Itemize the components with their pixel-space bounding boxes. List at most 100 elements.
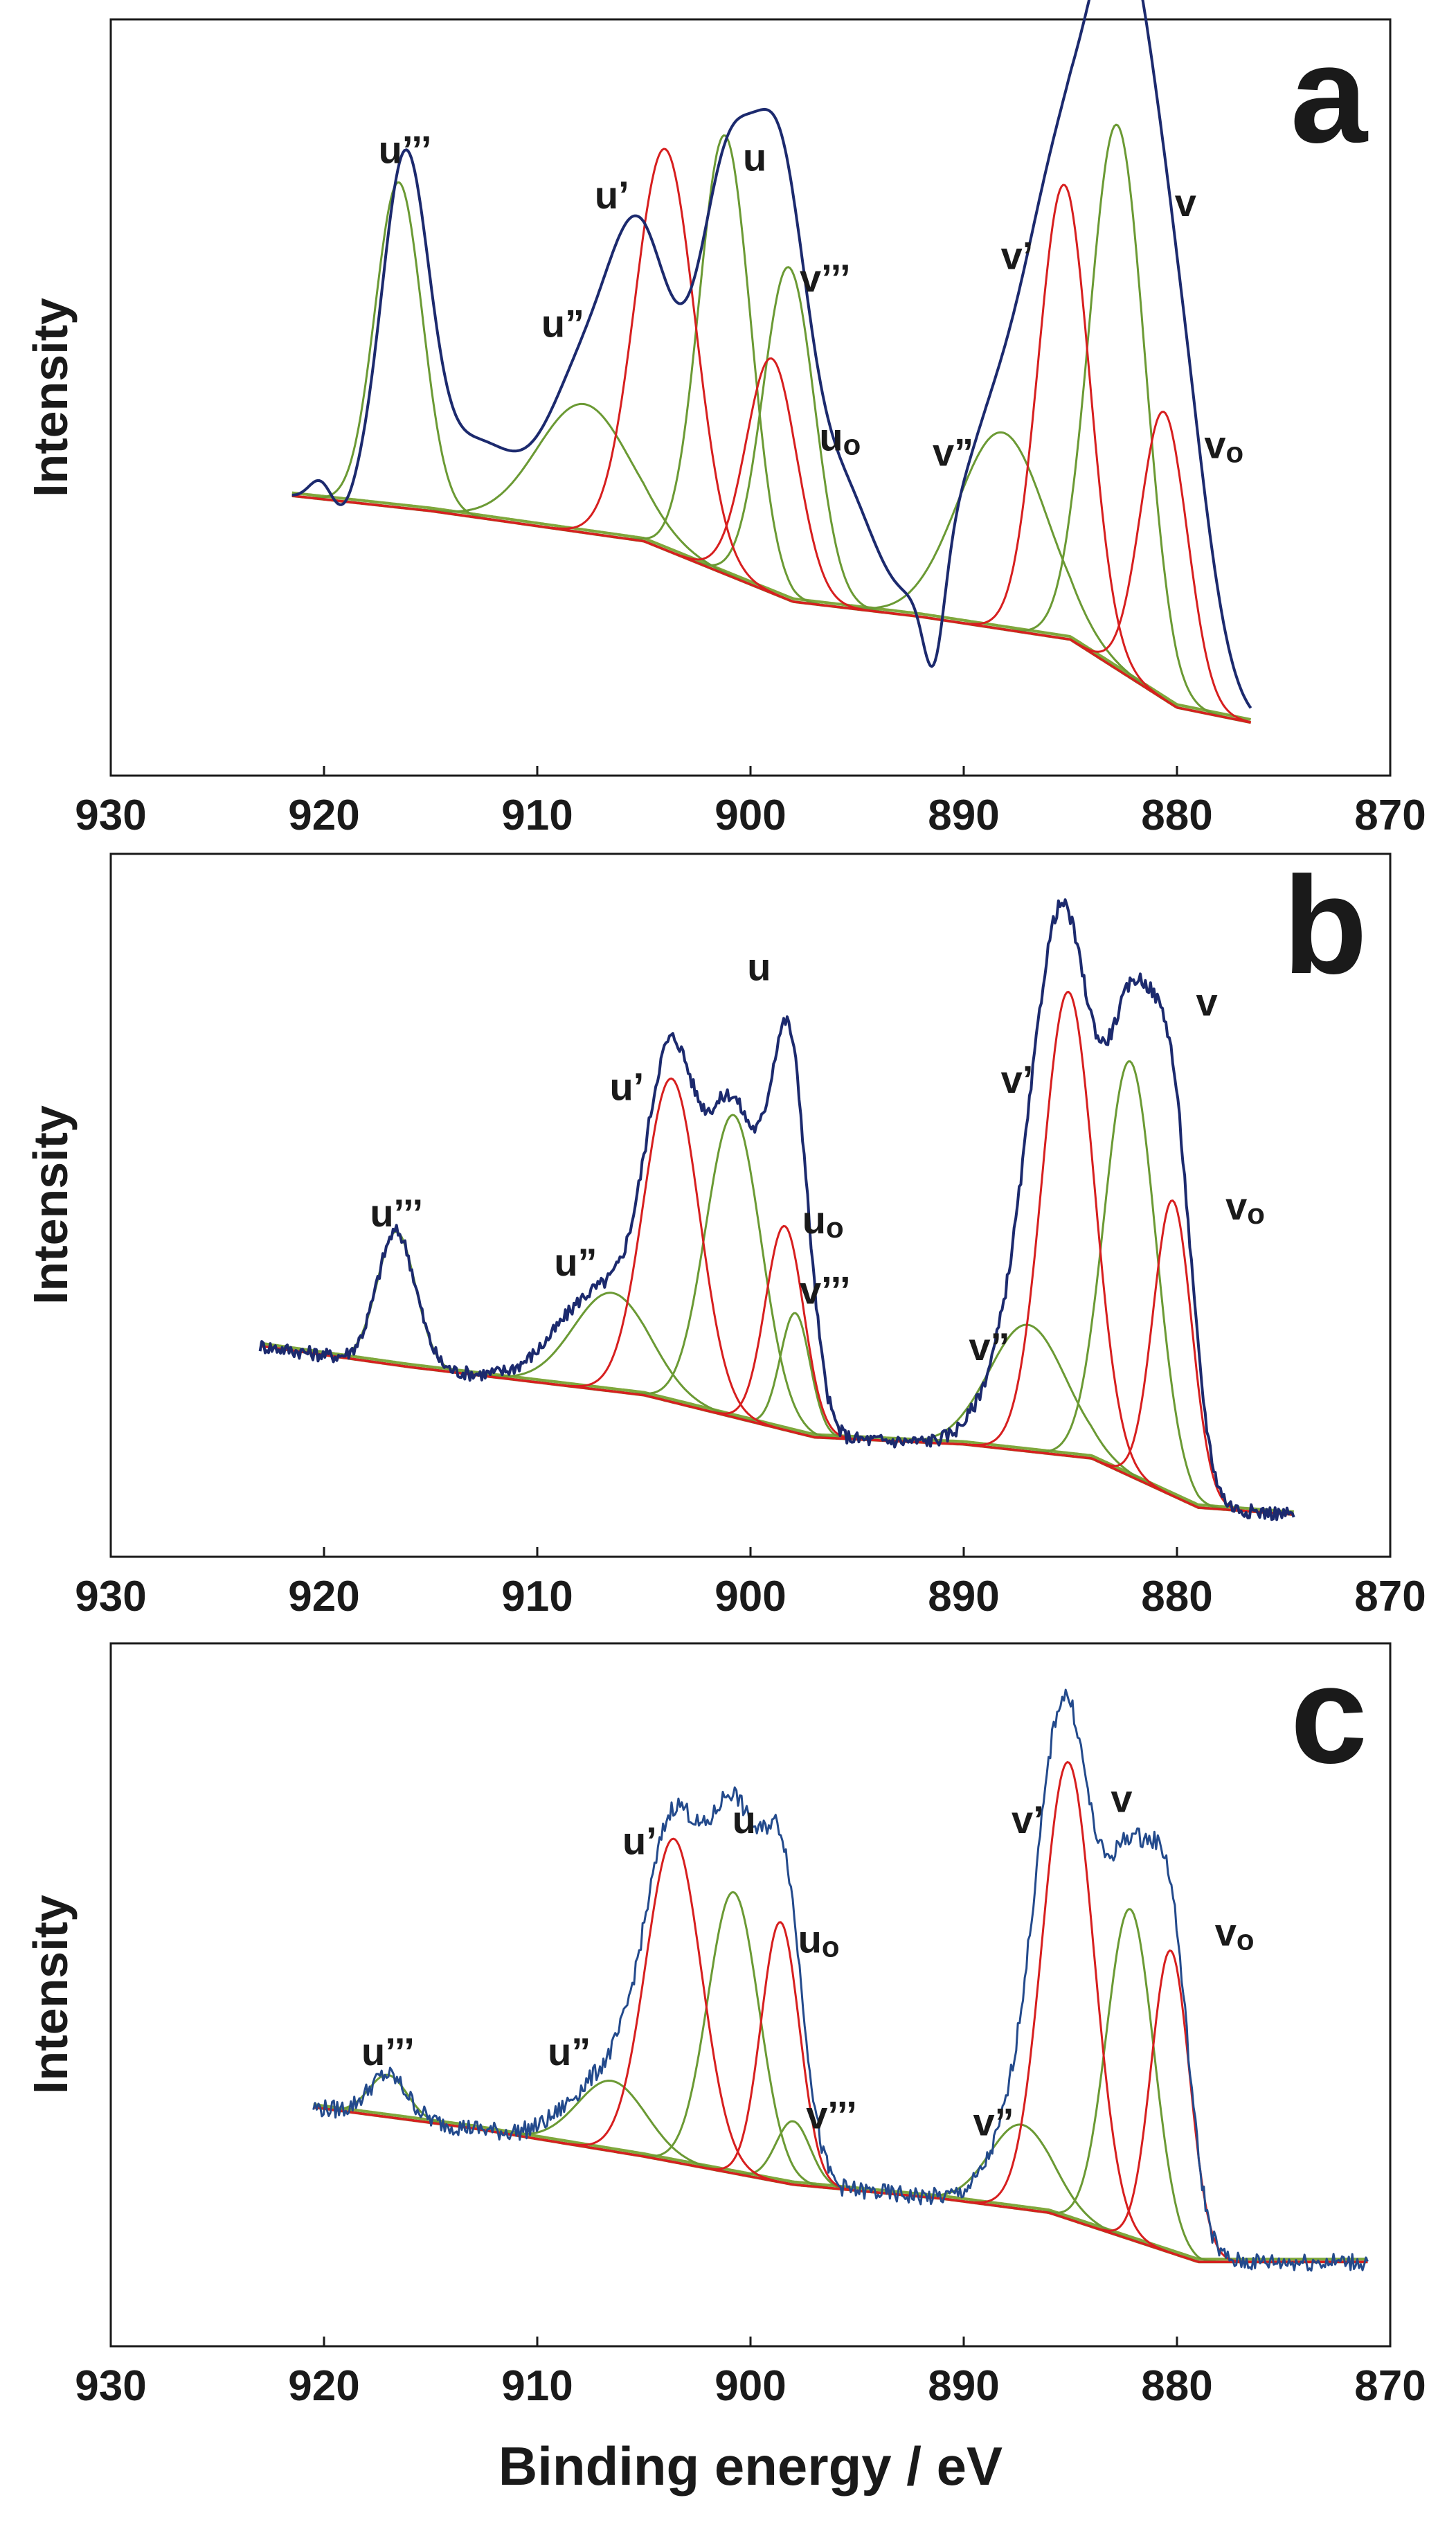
peak-label-text: v bbox=[1204, 422, 1225, 466]
y-axis-label-a: Intensity bbox=[24, 298, 78, 497]
peak-label: u bbox=[747, 945, 771, 989]
x-tick-label: 930 bbox=[75, 1573, 146, 1620]
peak-label-text: v” bbox=[973, 2100, 1014, 2144]
curves-c bbox=[312, 1688, 1369, 2272]
peak-label: uo bbox=[819, 415, 861, 461]
component-peak-v-3 bbox=[260, 990, 1294, 1516]
x-tick-label: 930 bbox=[75, 2362, 146, 2410]
measured-spectrum bbox=[312, 1688, 1369, 2272]
component-peak-u-1 bbox=[291, 181, 1251, 724]
x-tick-label: 910 bbox=[501, 2362, 573, 2410]
x-tick-label: 920 bbox=[288, 1573, 359, 1620]
peak-label: v” bbox=[969, 1325, 1009, 1368]
component-peak-u-6 bbox=[313, 1908, 1368, 2263]
x-ticks-c: 930 920 910 900 890 880 870 bbox=[75, 2362, 1426, 2410]
peak-label-text: u” bbox=[554, 1240, 597, 1284]
x-tick-label: 920 bbox=[288, 792, 359, 839]
peak-label-text: u’’’ bbox=[370, 1191, 423, 1235]
x-tick-label: 920 bbox=[288, 2362, 359, 2410]
x-tick-label: 900 bbox=[714, 2362, 786, 2410]
peak-label-text: v” bbox=[933, 430, 973, 474]
peak-label-text: v’’’ bbox=[800, 1269, 851, 1312]
component-peak-u-3 bbox=[260, 1114, 1294, 1516]
component-peak-u-2 bbox=[291, 402, 1251, 724]
peak-label-text: u bbox=[733, 1798, 756, 1841]
peak-label-text: u bbox=[747, 945, 771, 989]
x-ticks-a: 930 920 910 900 890 880 870 bbox=[75, 792, 1426, 839]
component-peak-v-1 bbox=[291, 148, 1251, 724]
x-tick-label: 930 bbox=[75, 792, 146, 839]
peak-label: vo bbox=[1215, 1910, 1255, 1956]
panel-a: a Intensity 930 920 910 900 890 880 870 … bbox=[24, 0, 1426, 839]
x-tick-label: 870 bbox=[1354, 2362, 1426, 2410]
panel-letter-a: a bbox=[1291, 17, 1369, 172]
x-tick-label: 880 bbox=[1141, 792, 1212, 839]
x-tick-label: 870 bbox=[1354, 792, 1426, 839]
component-peak-v-2 bbox=[313, 1921, 1368, 2263]
plot-frame-c bbox=[109, 1642, 1392, 2348]
peak-label: u bbox=[733, 1798, 756, 1841]
peak-label-subscript: o bbox=[1226, 436, 1244, 468]
x-tick-label: 880 bbox=[1141, 2362, 1212, 2410]
peak-label: v’ bbox=[1001, 233, 1034, 277]
curves-b bbox=[258, 898, 1295, 1521]
peak-label-text: v’ bbox=[1001, 1057, 1034, 1101]
peak-label: v” bbox=[973, 2100, 1014, 2144]
peak-label-subscript: o bbox=[1237, 1923, 1255, 1956]
x-tick-label: 910 bbox=[501, 792, 573, 839]
component-peak-v-1 bbox=[260, 1077, 1294, 1516]
peak-label-text: u” bbox=[541, 302, 584, 346]
x-tick-label: 900 bbox=[714, 1573, 786, 1620]
peak-label-text: u” bbox=[548, 2030, 591, 2073]
peak-label: u bbox=[743, 135, 766, 179]
peak-label-text: u’ bbox=[609, 1064, 644, 1108]
peak-label: v’ bbox=[1001, 1057, 1034, 1101]
measured-spectrum bbox=[258, 898, 1295, 1521]
peak-label-text: u bbox=[802, 1198, 826, 1242]
x-tick-label: 900 bbox=[714, 792, 786, 839]
component-peak-v-1 bbox=[313, 1837, 1368, 2263]
peak-label: u’ bbox=[609, 1064, 644, 1108]
x-tick-label: 870 bbox=[1354, 1573, 1426, 1620]
peak-label: v’’’ bbox=[800, 256, 851, 300]
peak-label-text: v’ bbox=[1001, 233, 1034, 277]
peak-label-text: v” bbox=[969, 1325, 1009, 1368]
peak-label-text: u’’’ bbox=[361, 2030, 415, 2073]
peak-label-text: v’’’ bbox=[800, 256, 851, 300]
component-peak-u-3 bbox=[291, 134, 1251, 724]
component-peak-v-4 bbox=[291, 411, 1252, 724]
peak-label: u” bbox=[548, 2030, 591, 2073]
peak-label-text: v bbox=[1111, 1777, 1132, 1821]
peak-label: v” bbox=[933, 430, 973, 474]
x-tick-label: 880 bbox=[1141, 1573, 1212, 1620]
measured-spectrum bbox=[291, 0, 1252, 709]
peak-label: u” bbox=[554, 1240, 597, 1284]
x-tick-label: 890 bbox=[928, 1573, 999, 1620]
background-line bbox=[260, 1341, 1294, 1513]
peak-label-text: u’’’ bbox=[379, 127, 432, 171]
x-tick-label: 890 bbox=[928, 2362, 999, 2410]
peak-label: v bbox=[1111, 1777, 1132, 1821]
peak-label: v bbox=[1196, 980, 1218, 1024]
x-tick-label: 910 bbox=[501, 1573, 573, 1620]
peak-label-text: v bbox=[1196, 980, 1218, 1024]
component-peak-v-4 bbox=[260, 1199, 1294, 1516]
peak-label: v’’’ bbox=[800, 1269, 851, 1312]
peak-label-text: u bbox=[819, 415, 843, 458]
peak-label-subscript: o bbox=[843, 428, 861, 461]
panel-letter-c: c bbox=[1291, 1638, 1367, 1792]
y-axis-label-c: Intensity bbox=[24, 1895, 78, 2094]
panel-letter-b: b bbox=[1283, 848, 1367, 1003]
peak-label: u’’’ bbox=[361, 2030, 415, 2073]
background-line bbox=[291, 494, 1251, 724]
peak-label-text: u bbox=[743, 135, 766, 179]
peak-label-text: v’’’ bbox=[806, 2093, 857, 2136]
component-peak-u-3 bbox=[313, 1891, 1368, 2263]
peak-label: u” bbox=[541, 302, 584, 346]
peak-labels-a: u’’’u’uu”v’’’uov’vv” vo bbox=[379, 127, 1243, 474]
peak-label-subscript: o bbox=[1247, 1197, 1265, 1230]
x-ticks-b: 930 920 910 900 890 880 870 bbox=[75, 1573, 1426, 1620]
